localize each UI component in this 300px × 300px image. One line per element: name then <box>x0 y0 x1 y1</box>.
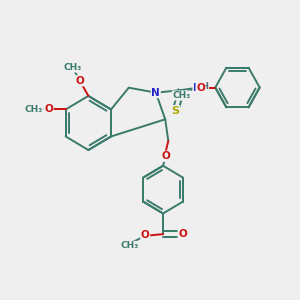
Text: O: O <box>178 229 187 239</box>
Text: CH₃: CH₃ <box>121 242 139 250</box>
Text: CH₃: CH₃ <box>172 91 190 100</box>
Text: H: H <box>202 82 208 91</box>
Text: S: S <box>172 106 179 116</box>
Text: CH₃: CH₃ <box>25 105 43 114</box>
Text: O: O <box>76 76 84 86</box>
Text: N: N <box>152 88 160 98</box>
Text: O: O <box>196 82 205 92</box>
Text: N: N <box>193 82 202 92</box>
Text: CH₃: CH₃ <box>63 63 82 72</box>
Text: O: O <box>141 230 150 240</box>
Text: O: O <box>44 104 53 114</box>
Text: O: O <box>161 151 170 161</box>
